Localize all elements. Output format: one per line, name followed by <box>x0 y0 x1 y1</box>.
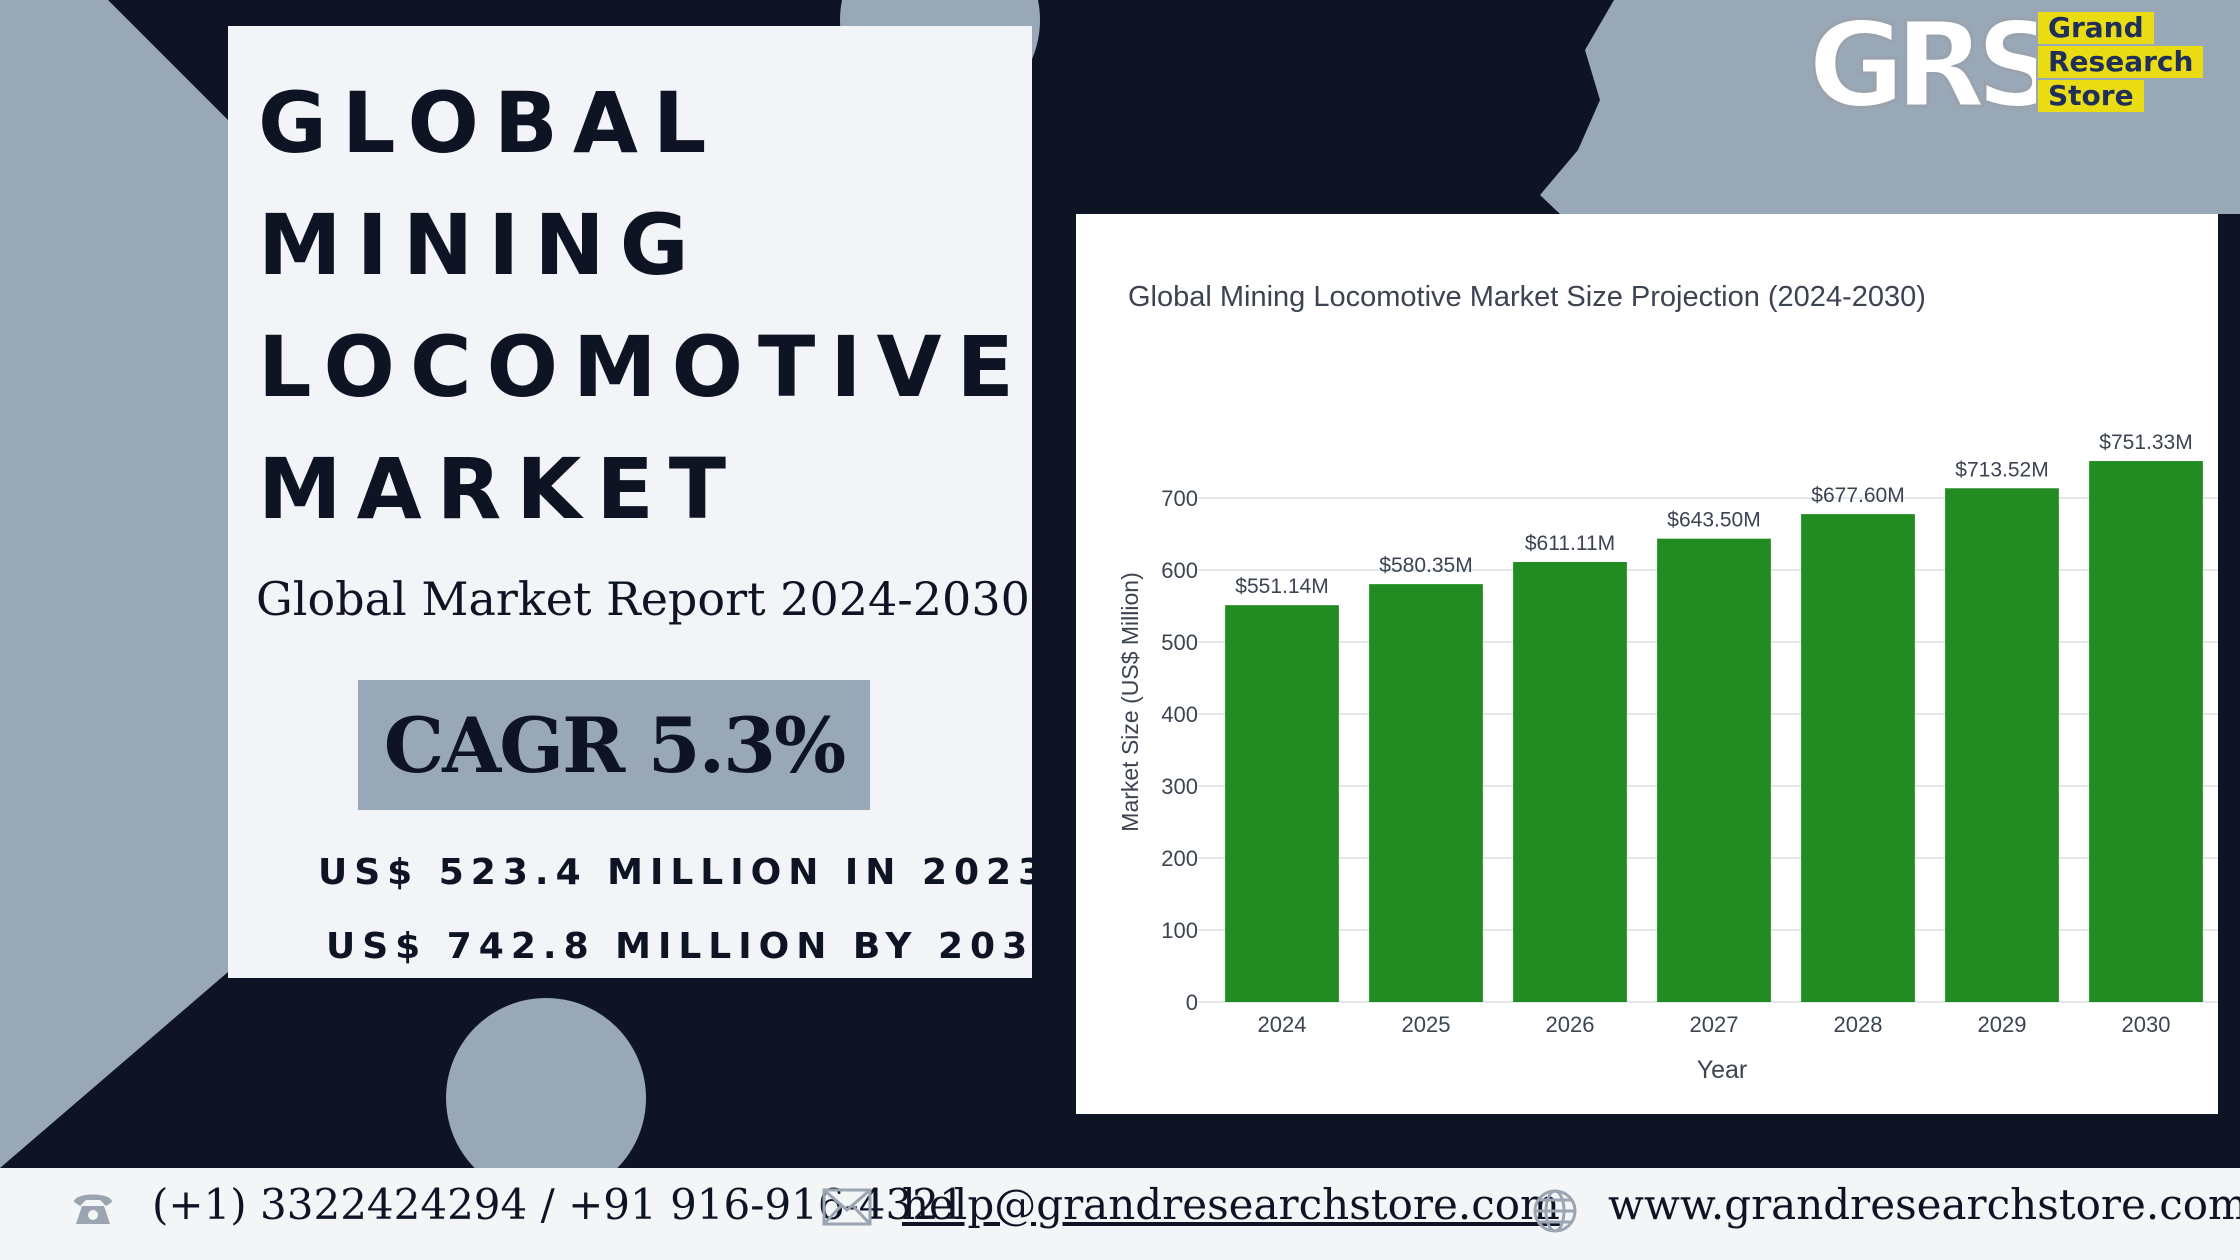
y-tick-label: 0 <box>1186 990 1198 1015</box>
data-label-2028: $677.60M <box>1811 484 1904 507</box>
headline-line-4: MARKET <box>258 440 742 538</box>
website-link[interactable]: www.grandresearchstore.com <box>1608 1180 2240 1229</box>
phone-icon <box>74 1194 112 1224</box>
logo-mark-text: GRS <box>1808 10 2036 114</box>
report-headline: GLOBAL MINING LOCOMOTIVE MARKET <box>258 62 1029 550</box>
x-axis-label: Year <box>1697 1056 1748 1084</box>
x-tick-label: 2030 <box>2122 1012 2171 1037</box>
data-label-2026: $611.11M <box>1525 532 1615 555</box>
y-tick-label: 700 <box>1161 486 1198 511</box>
x-tick-label: 2029 <box>1978 1012 2027 1037</box>
bar-2025 <box>1369 584 1483 1002</box>
bars <box>1225 461 2203 1002</box>
market-value-2030: US$ 742.8 MILLION BY 2030 <box>326 926 1067 967</box>
headline-line-3: LOCOMOTIVE <box>258 318 1029 416</box>
data-label-2024: $551.14M <box>1235 575 1328 598</box>
data-labels: $551.14M $580.35M $611.11M $643.50M $677.60M… <box>1235 431 2192 598</box>
bar-2028 <box>1801 514 1915 1002</box>
title-panel <box>228 26 1032 978</box>
contact-footer: (+1) 3322424294 / +91 916-916-4321 help@… <box>0 1168 2240 1260</box>
logo-word-store: Store <box>2038 80 2144 112</box>
bar-2029 <box>1945 488 2059 1002</box>
data-label-2030: $751.33M <box>2099 431 2192 454</box>
data-label-2025: $580.35M <box>1379 554 1472 577</box>
x-axis-ticks: 2024 2025 2026 2027 2028 2029 2030 <box>1258 1012 2171 1037</box>
headline-line-2: MINING <box>258 196 704 294</box>
bar-chart: Global Mining Locomotive Market Size Pro… <box>1117 281 2218 1084</box>
y-tick-label: 300 <box>1161 774 1198 799</box>
phone-numbers[interactable]: (+1) 3322424294 / +91 916-916-4321 <box>152 1180 966 1229</box>
grs-mark-icon: GRS <box>1807 10 2037 114</box>
report-subtitle: Global Market Report 2024-2030 <box>256 572 1030 626</box>
data-label-2029: $713.52M <box>1955 458 2048 481</box>
chart-title: Global Mining Locomotive Market Size Pro… <box>1128 281 1926 313</box>
data-label-2027: $643.50M <box>1667 509 1760 532</box>
x-tick-label: 2027 <box>1690 1012 1739 1037</box>
cagr-value: CAGR 5.3% <box>383 700 846 790</box>
bar-2027 <box>1657 538 1771 1002</box>
y-tick-label: 400 <box>1161 702 1198 727</box>
y-axis-ticks: 0 100 200 300 400 500 600 700 <box>1161 486 1198 1015</box>
y-tick-label: 600 <box>1161 558 1198 583</box>
bar-2030 <box>2089 461 2203 1002</box>
logo-word-grand: Grand <box>2038 12 2154 44</box>
x-tick-label: 2026 <box>1546 1012 1595 1037</box>
email-link[interactable]: help@grandresearchstore.com <box>902 1180 1560 1229</box>
bar-2024 <box>1225 605 1339 1002</box>
headline-line-1: GLOBAL <box>258 74 722 172</box>
x-tick-label: 2024 <box>1258 1012 1307 1037</box>
y-axis-label: Market Size (US$ Million) <box>1117 572 1143 831</box>
globe-icon <box>1533 1189 1577 1233</box>
y-tick-label: 100 <box>1161 918 1198 943</box>
bar-2026 <box>1513 562 1627 1002</box>
y-tick-label: 200 <box>1161 846 1198 871</box>
y-tick-label: 500 <box>1161 630 1198 655</box>
market-value-2023: US$ 523.4 MILLION IN 2023 <box>318 852 1051 893</box>
x-tick-label: 2028 <box>1834 1012 1883 1037</box>
brand-logo[interactable]: GRS Grand Research Store <box>1806 10 2226 114</box>
market-size-chart: Global Mining Locomotive Market Size Pro… <box>1076 214 2218 1114</box>
logo-word-research: Research <box>2038 46 2204 78</box>
x-tick-label: 2025 <box>1402 1012 1451 1037</box>
envelope-icon <box>822 1188 872 1226</box>
cagr-badge: CAGR 5.3% <box>358 680 870 810</box>
